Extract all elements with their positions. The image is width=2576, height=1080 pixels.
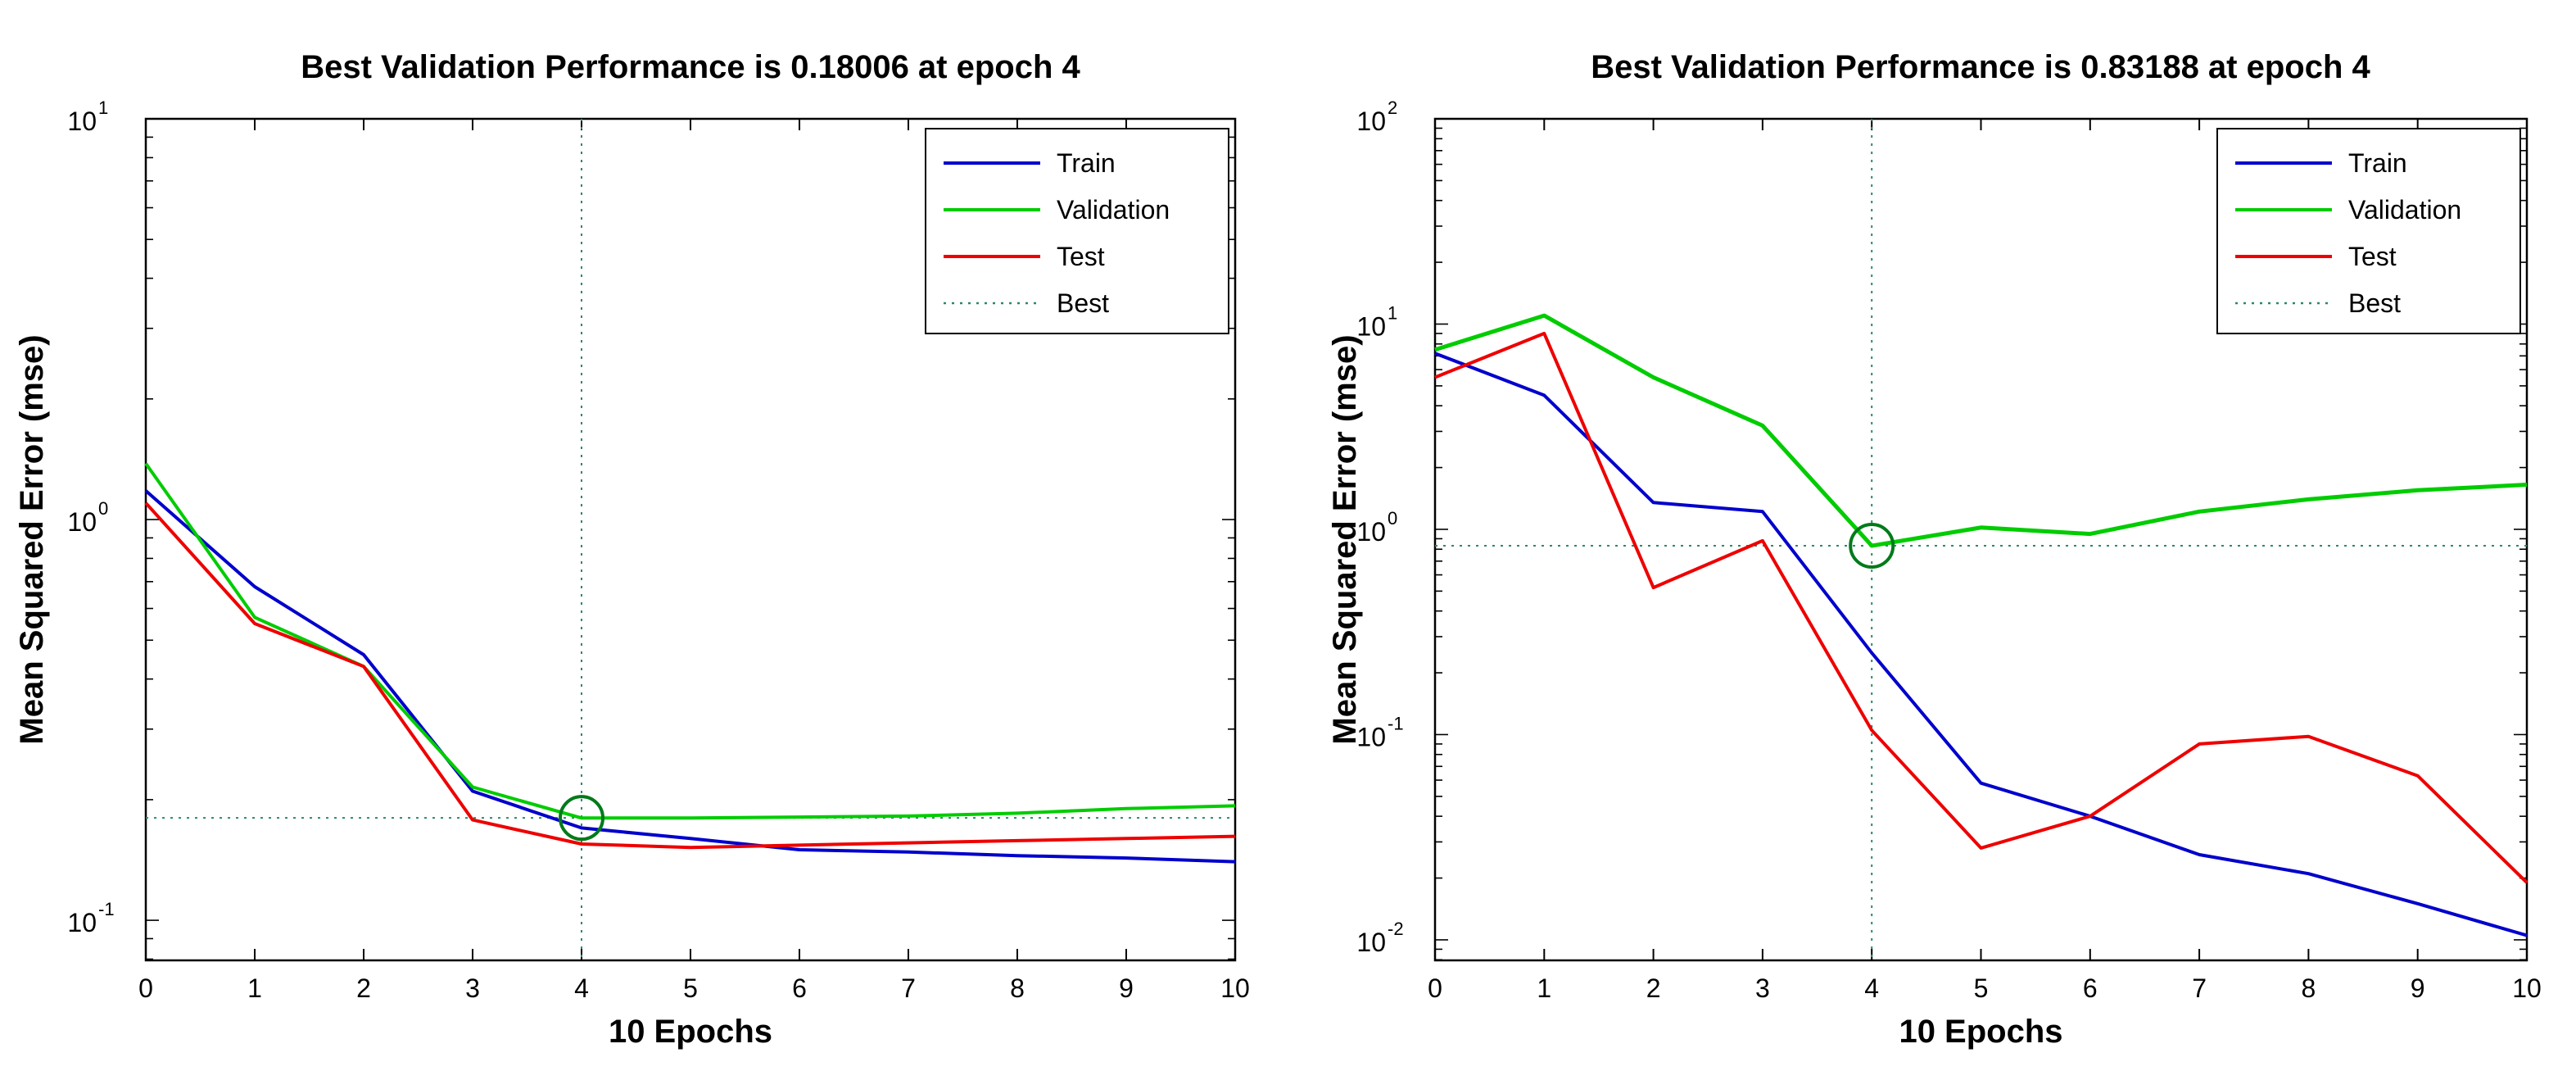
y-axis-label: Mean Squared Error (mse): [1327, 334, 1363, 744]
y-tick-exponent: 0: [1388, 508, 1397, 529]
y-tick-exponent: 1: [1388, 302, 1397, 323]
x-tick-label: 10: [1220, 973, 1250, 1003]
series-test: [144, 501, 1236, 850]
x-axis-label: 10 Epochs: [1899, 1014, 2062, 1050]
x-tick-label: 7: [2192, 973, 2207, 1003]
y-tick-label: 10: [1356, 311, 1386, 341]
chart-title: Best Validation Performance is 0.18006 a…: [301, 49, 1080, 85]
x-tick-label: 4: [1864, 973, 1879, 1003]
y-tick-exponent: 2: [1388, 98, 1397, 118]
legend-label-train: Train: [1057, 148, 1116, 178]
y-tick-label: 10: [67, 908, 97, 937]
x-tick-label: 3: [465, 973, 480, 1003]
x-tick-label: 1: [1537, 973, 1551, 1003]
best-point-marker: [559, 795, 604, 842]
series-test: [1434, 331, 2528, 884]
legend: Train Validation Test Best: [925, 128, 1229, 334]
legend-label-train: Train: [2348, 148, 2407, 178]
x-tick-label: 6: [2083, 973, 2098, 1003]
x-tick-label: 8: [2302, 973, 2316, 1003]
x-tick-label: 6: [792, 973, 807, 1003]
x-tick-label: 8: [1010, 973, 1025, 1003]
y-tick-exponent: -2: [1388, 919, 1404, 939]
y-tick-exponent: -1: [98, 899, 115, 919]
series-validation: [144, 462, 1236, 820]
best-point-marker: [1849, 522, 1895, 569]
x-tick-label: 7: [901, 973, 916, 1003]
y-axis-label: Mean Squared Error (mse): [14, 334, 50, 744]
y-tick-label: 10: [1356, 107, 1386, 136]
y-tick-label: 10: [67, 507, 97, 537]
x-tick-label: 2: [356, 973, 371, 1003]
chart-title: Best Validation Performance is 0.83188 a…: [1591, 49, 2370, 85]
x-tick-label: 10: [2512, 973, 2542, 1003]
x-tick-label: 2: [1646, 973, 1661, 1003]
chart-1: Best Validation Performance is 0.18006 a…: [14, 49, 1250, 1050]
chart-2: Best Validation Performance is 0.83188 a…: [1327, 49, 2542, 1050]
legend-label-validation: Validation: [2348, 195, 2461, 225]
x-tick-label: 9: [1119, 973, 1134, 1003]
series-validation: [1434, 313, 2528, 548]
y-tick-label: 10: [1356, 722, 1386, 751]
y-tick-exponent: 0: [98, 498, 108, 519]
legend-label-validation: Validation: [1057, 195, 1170, 225]
legend-label-test: Test: [2348, 242, 2397, 271]
x-tick-label: 0: [138, 973, 153, 1003]
y-tick-exponent: -1: [1388, 713, 1404, 733]
x-tick-label: 4: [574, 973, 589, 1003]
x-tick-label: 5: [683, 973, 698, 1003]
y-tick-exponent: 1: [98, 98, 108, 118]
legend-label-best: Best: [2348, 288, 2401, 318]
x-axis-label: 10 Epochs: [609, 1014, 772, 1050]
x-tick-label: 9: [2411, 973, 2425, 1003]
y-tick-label: 10: [1356, 928, 1386, 957]
y-tick-label: 10: [1356, 517, 1386, 547]
legend-label-test: Test: [1057, 242, 1105, 271]
x-tick-label: 1: [247, 973, 262, 1003]
x-tick-label: 5: [1974, 973, 1989, 1003]
x-tick-label: 0: [1428, 973, 1442, 1003]
series-train: [1434, 352, 2528, 937]
legend: Train Validation Test Best: [2216, 128, 2521, 334]
x-tick-label: 3: [1755, 973, 1770, 1003]
y-tick-label: 10: [67, 107, 97, 136]
series-train: [144, 489, 1236, 864]
legend-label-best: Best: [1057, 288, 1109, 318]
